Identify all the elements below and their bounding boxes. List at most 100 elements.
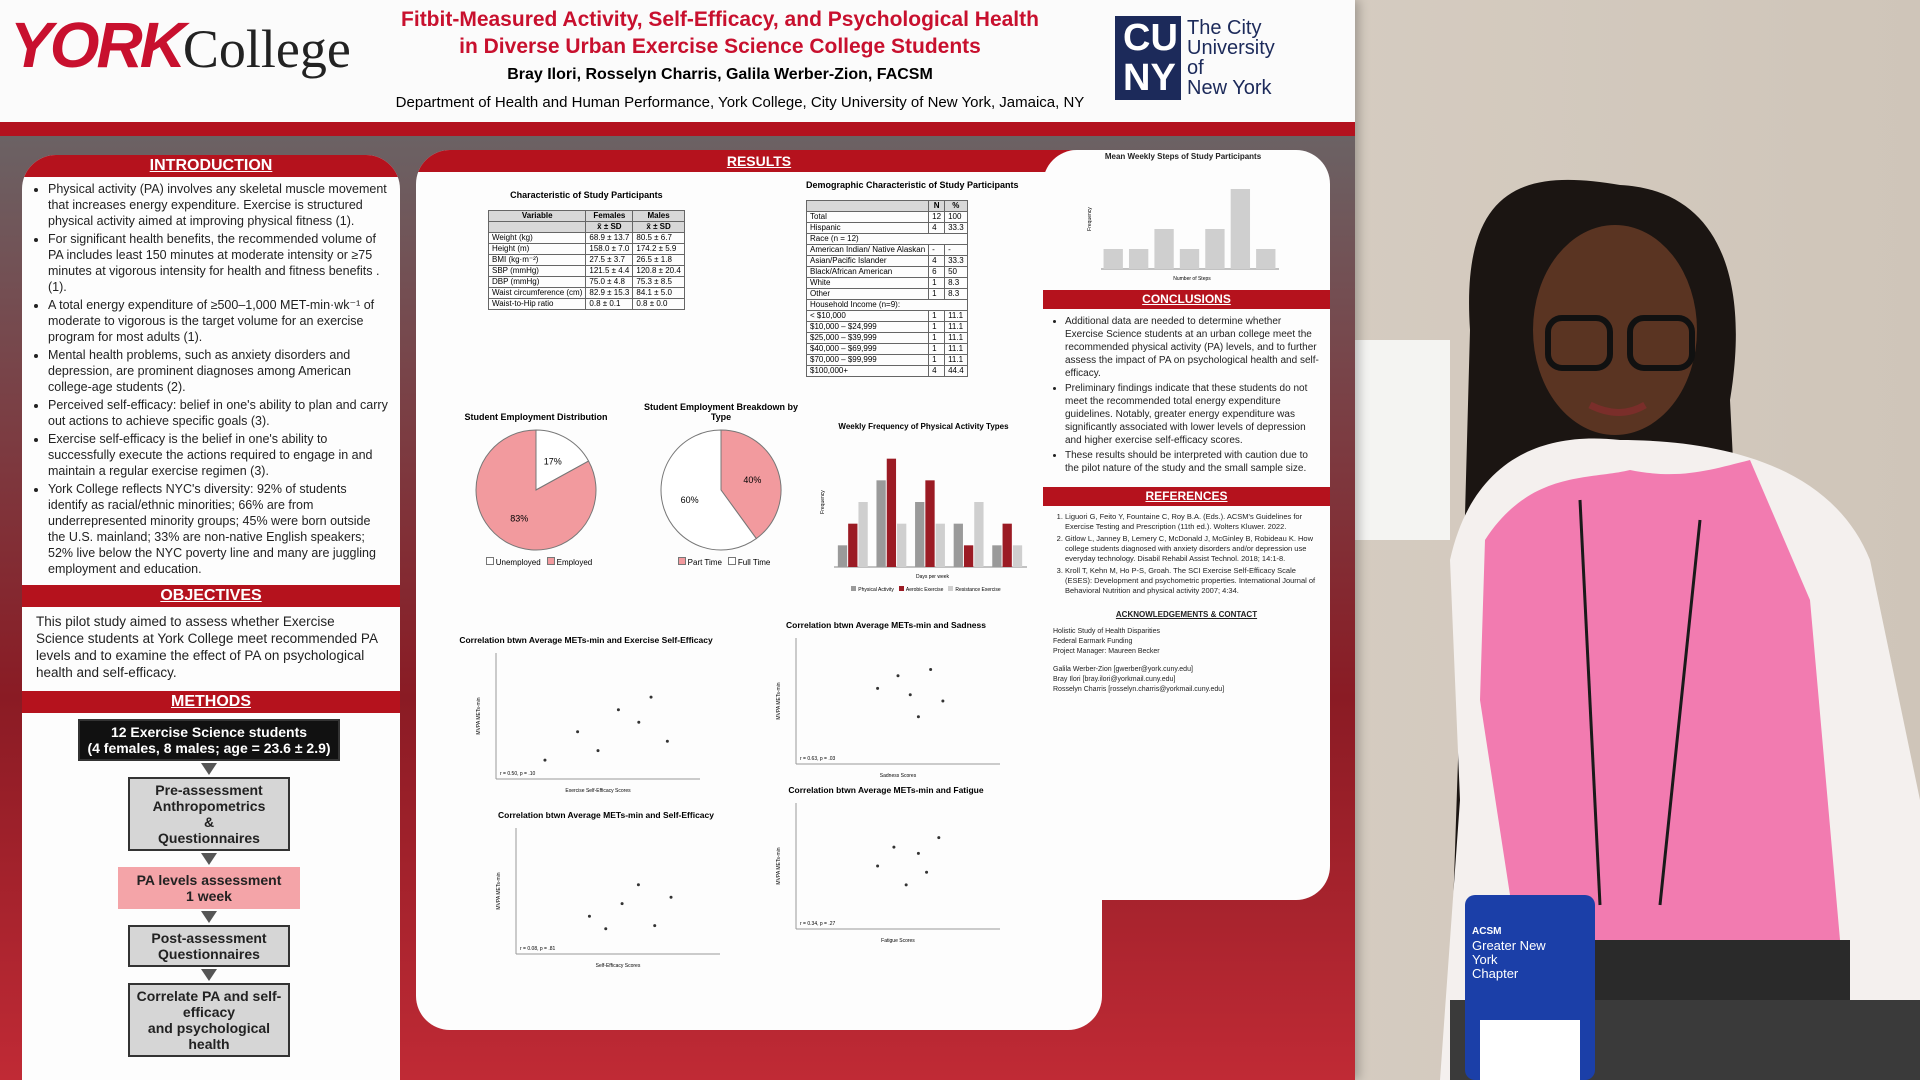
scatter-block: Correlation btwn Average METs-min and Sa… bbox=[756, 620, 1016, 785]
scatter-point bbox=[937, 836, 941, 840]
table-cell: 1 bbox=[928, 321, 946, 333]
bar-block: Mean Weekly Steps of Study Participants F… bbox=[1083, 150, 1283, 287]
contact-line: Galila Werber-Zion [gwerber@york.cuny.ed… bbox=[1053, 666, 1193, 673]
bullet: Exercise self-efficacy is the belief in … bbox=[48, 431, 388, 479]
table-cell: $40,000 – $69,999 bbox=[805, 343, 930, 355]
table-cell: 1 bbox=[928, 277, 946, 289]
pie-value-label: 40% bbox=[743, 475, 761, 485]
table-cell: 11.1 bbox=[944, 354, 968, 366]
legend-swatch bbox=[727, 557, 736, 565]
column-content: CONCLUSIONS Additional data are needed to… bbox=[1043, 290, 1330, 695]
table-row: Household Income (n=9): bbox=[806, 299, 968, 311]
legend: Physical Activity Aerobic Exercise Resista… bbox=[816, 586, 1031, 593]
table-cell: $10,000 – $24,999 bbox=[805, 321, 930, 333]
legend-swatch bbox=[948, 586, 954, 591]
method-step-line: 12 Exercise Science students bbox=[110, 724, 308, 740]
department: Department of Health and Human Performan… bbox=[395, 94, 1085, 111]
table-row: Waist circumference (cm) 82.9 ± 15.3 84.1 … bbox=[487, 287, 685, 299]
wall-paper bbox=[1340, 340, 1450, 540]
bullet: These results should be interpreted with… bbox=[1065, 449, 1320, 475]
bar bbox=[1012, 545, 1023, 567]
objectives-text: This pilot study aimed to assess whether… bbox=[36, 614, 378, 680]
legend-swatch bbox=[898, 586, 904, 591]
table-title: Demographic Characteristic of Study Part… bbox=[806, 180, 1019, 190]
table-row: Total 12 100 bbox=[805, 211, 968, 223]
bullet: For significant health benefits, the rec… bbox=[48, 231, 388, 295]
bar bbox=[992, 545, 1002, 567]
table-row: $40,000 – $69,999 1 11.1 bbox=[805, 343, 968, 355]
scatter-point bbox=[543, 758, 547, 762]
bar bbox=[837, 545, 848, 567]
table-block: Characteristic of Study Participants Vari… bbox=[487, 190, 685, 310]
table-cell: 1 bbox=[928, 332, 946, 344]
chart-title: Student Employment Distribution bbox=[464, 412, 608, 422]
table-row: Asian/Pacific Islander 4 33.3 bbox=[805, 255, 968, 267]
bar bbox=[1205, 229, 1225, 269]
ack-line: Project Manager: Maureen Becker bbox=[1053, 648, 1160, 655]
bar bbox=[1002, 523, 1012, 567]
scatter-point bbox=[904, 883, 908, 887]
table-header-row: N% bbox=[805, 200, 968, 212]
table-cell: 68.9 ± 13.7 bbox=[585, 232, 634, 244]
method-step-line: Questionnaires bbox=[158, 830, 260, 846]
table-cell: 1 bbox=[928, 343, 946, 355]
contact-line: Rosselyn Charris [rosselyn.charris@yorkm… bbox=[1053, 686, 1225, 693]
flow-arrow bbox=[201, 969, 217, 981]
table-cell: Waist circumference (cm) bbox=[487, 287, 587, 299]
scatter-point bbox=[596, 749, 600, 753]
bar bbox=[858, 502, 868, 567]
scatter-point bbox=[669, 895, 673, 899]
table-row: SBP (mmHg) 121.5 ± 4.4 120.8 ± 20.4 bbox=[487, 265, 685, 277]
ack-heading: ACKNOWLEDGEMENTS & CONTACT bbox=[1115, 610, 1258, 619]
scatter-chart: MVPA METs-min Sadness Scores r = 0.63, p =… bbox=[776, 638, 1000, 779]
legend-swatch bbox=[546, 557, 555, 565]
method-step: Correlate PA and self-efficacy and psycho… bbox=[128, 983, 290, 1057]
scatter-chart: MVPA METs-min Fatigue Scores r = 0.34, p =… bbox=[776, 803, 1000, 944]
table-title: Characteristic of Study Participants bbox=[510, 190, 663, 200]
method-step-line: & bbox=[203, 814, 215, 830]
table-cell: 82.9 ± 15.3 bbox=[585, 287, 634, 299]
logo-york: YORK bbox=[10, 9, 186, 81]
table-cell: 120.8 ± 20.4 bbox=[632, 265, 685, 277]
legend-swatch bbox=[485, 557, 494, 565]
face bbox=[1533, 225, 1697, 435]
scatter-point bbox=[649, 695, 653, 699]
table-cell: 4 bbox=[928, 365, 946, 377]
flow-arrow bbox=[201, 853, 217, 865]
table-cell: 0.8 ± 0.0 bbox=[632, 298, 685, 310]
table-row: Race (n = 12) bbox=[806, 233, 968, 245]
x-axis-label: Exercise Self-Efficacy Scores bbox=[565, 788, 631, 794]
badge-text: ACSM Greater New York Chapter bbox=[1472, 925, 1572, 981]
chart-title: Correlation btwn Average METs-min and Ex… bbox=[459, 635, 713, 645]
table-row: Other 1 8.3 bbox=[805, 288, 968, 300]
badge-card bbox=[1480, 1020, 1580, 1080]
table-cell: Hispanic bbox=[805, 222, 930, 234]
legend-swatch bbox=[851, 586, 857, 591]
cuny-name-line: The City bbox=[1187, 17, 1262, 39]
table-subheader-row: x̄ ± SD x̄ ± SD bbox=[487, 221, 685, 233]
method-step: Pre-assessment Anthropometrics & Questionna… bbox=[128, 777, 290, 851]
bullet-list: Physical activity (PA) involves any skel… bbox=[30, 181, 388, 577]
column-content: Physical activity (PA) involves any skel… bbox=[22, 181, 400, 1057]
pie-slice bbox=[720, 429, 782, 540]
bullet: York College reflects NYC's diversity: 9… bbox=[48, 481, 388, 577]
table-cell: 27.5 ± 3.7 bbox=[585, 254, 634, 266]
table-cell: $25,000 – $39,999 bbox=[805, 332, 930, 344]
table-header-cell: % bbox=[944, 200, 968, 212]
bar bbox=[953, 523, 963, 567]
table-row: $10,000 – $24,999 1 11.1 bbox=[805, 321, 968, 333]
scatter-point bbox=[604, 927, 608, 931]
table-cell: White bbox=[805, 277, 930, 289]
authors: Bray Ilori, Rosselyn Charris, Galila Wer… bbox=[507, 66, 933, 83]
table-cell: $100,000+ bbox=[805, 365, 930, 377]
chart-title: Correlation btwn Average METs-min and Sa… bbox=[786, 620, 986, 630]
table-row: Hispanic 4 33.3 bbox=[805, 222, 968, 234]
methods-flow: 12 Exercise Science students (4 females, … bbox=[30, 719, 388, 1057]
stat-label: r = 0.08, p = .81 bbox=[520, 946, 556, 952]
bar bbox=[1256, 249, 1276, 269]
legend-label: Aerobic Exercise bbox=[905, 587, 944, 593]
table-cell: 33.3 bbox=[944, 222, 968, 234]
table-header-cell bbox=[805, 200, 930, 212]
table-cell: 12 bbox=[928, 211, 946, 223]
bar-block: Weekly Frequency of Physical Activity Ty… bbox=[816, 422, 1031, 593]
